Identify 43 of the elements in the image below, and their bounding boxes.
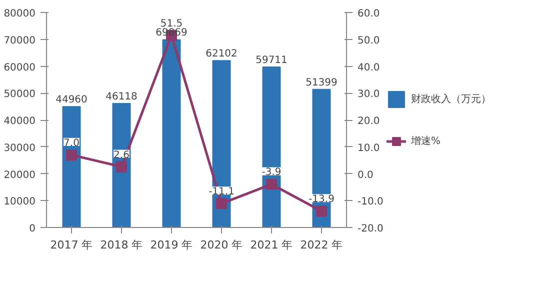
x-tick-label: 2020 年 (200, 238, 243, 252)
point (316, 206, 327, 217)
y2-tick-label: 50.0 (358, 35, 380, 46)
bar (162, 39, 181, 228)
data-label: 44960 (56, 94, 88, 106)
x-tick-label: 2022 年 (300, 238, 343, 252)
data-label: 62102 (206, 48, 238, 60)
data-label: 46118 (106, 92, 138, 103)
data-label: -11.1 (208, 186, 234, 198)
bar (262, 66, 281, 228)
bar (62, 106, 81, 228)
y2-tick-label: 10.0 (358, 142, 380, 154)
data-label: 51399 (306, 77, 338, 88)
x-tick-label: 2017 年 (50, 238, 93, 252)
y2-tick-label: -10.0 (358, 196, 384, 208)
y-tick-label: 10000 (4, 196, 36, 208)
y-tick-label: 40000 (4, 116, 36, 127)
x-tick-label: 2018 年 (100, 238, 143, 252)
y-tick-label: 20000 (4, 170, 36, 181)
x-tick-label: 2019 年 (150, 238, 193, 252)
data-label: 51.5 (160, 18, 183, 30)
y2-tick-label: 0.0 (358, 170, 374, 181)
point (266, 178, 277, 190)
y2-tick-label: 20.0 (358, 116, 380, 127)
data-label: 59711 (256, 55, 288, 66)
point (216, 198, 227, 210)
y2-tick-label: 30.0 (358, 89, 380, 100)
y2-tick-label: -20.0 (358, 224, 384, 234)
y-tick-label: 80000 (4, 8, 36, 20)
legend-label: 增速% (411, 134, 441, 148)
x-tick-label: 2021 年 (250, 238, 293, 252)
y-tick-label: 30000 (4, 142, 36, 154)
data-label: 2.6 (114, 150, 130, 161)
legend-label: 财政收入（万元） (411, 92, 491, 106)
y-tick-label: 0 (29, 224, 36, 234)
point (116, 161, 127, 172)
y2-tick-label: 40.0 (358, 62, 380, 74)
point (66, 149, 77, 160)
y-tick-label: 60000 (4, 62, 36, 74)
y2-tick-label: 60.0 (358, 8, 380, 20)
y-tick-label: 50000 (4, 89, 36, 100)
y-tick-label: 70000 (4, 35, 36, 46)
bar (112, 103, 131, 228)
